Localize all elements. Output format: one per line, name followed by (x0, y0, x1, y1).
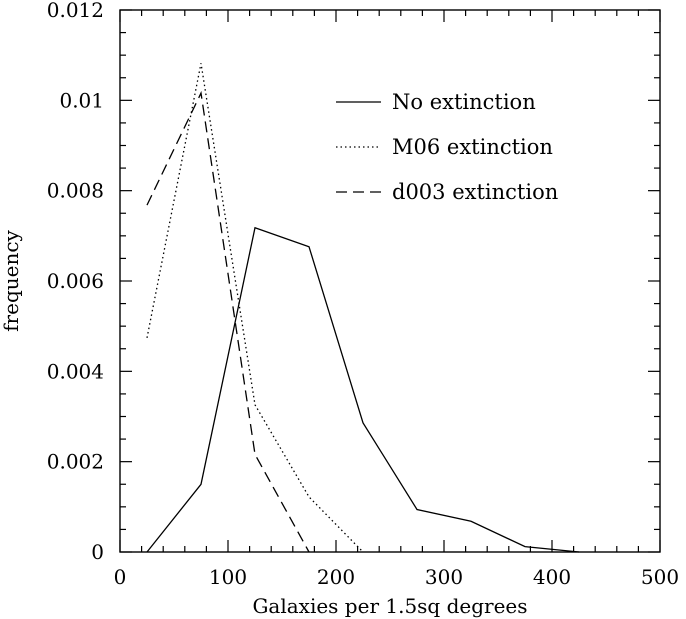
legend-label: No extinction (392, 90, 536, 114)
y-tick-label: 0.006 (47, 269, 104, 293)
x-tick-label: 0 (114, 565, 127, 589)
series-line (146, 63, 364, 553)
series-lines (146, 63, 580, 553)
y-tick-label: 0.004 (47, 359, 104, 383)
y-axis-title: frequency (0, 229, 23, 331)
y-tick-label: 0.01 (59, 88, 104, 112)
y-tick-label: 0.002 (47, 450, 104, 474)
x-tick-label: 300 (425, 565, 463, 589)
x-axis-title: Galaxies per 1.5sq degrees (252, 594, 527, 618)
legend-label: M06 extinction (392, 135, 553, 159)
y-tick-label: 0.012 (47, 0, 104, 22)
x-tick-label: 200 (317, 565, 355, 589)
series-line (146, 226, 580, 553)
plot-frame (119, 9, 661, 553)
y-tick-labels: 0 0.002 0.004 0.006 0.008 0.01 0.012 (47, 0, 104, 564)
x-tick-label: 100 (209, 565, 247, 589)
ticks (119, 9, 661, 553)
series-line (146, 90, 310, 553)
x-tick-label: 500 (641, 565, 679, 589)
legend: No extinction M06 extinction d003 extincti… (336, 90, 558, 204)
y-tick-label: 0.008 (47, 179, 104, 203)
x-tick-labels: 0 100 200 300 400 500 (114, 565, 679, 589)
legend-label: d003 extinction (392, 180, 558, 204)
y-tick-label: 0 (91, 540, 104, 564)
x-tick-label: 400 (533, 565, 571, 589)
